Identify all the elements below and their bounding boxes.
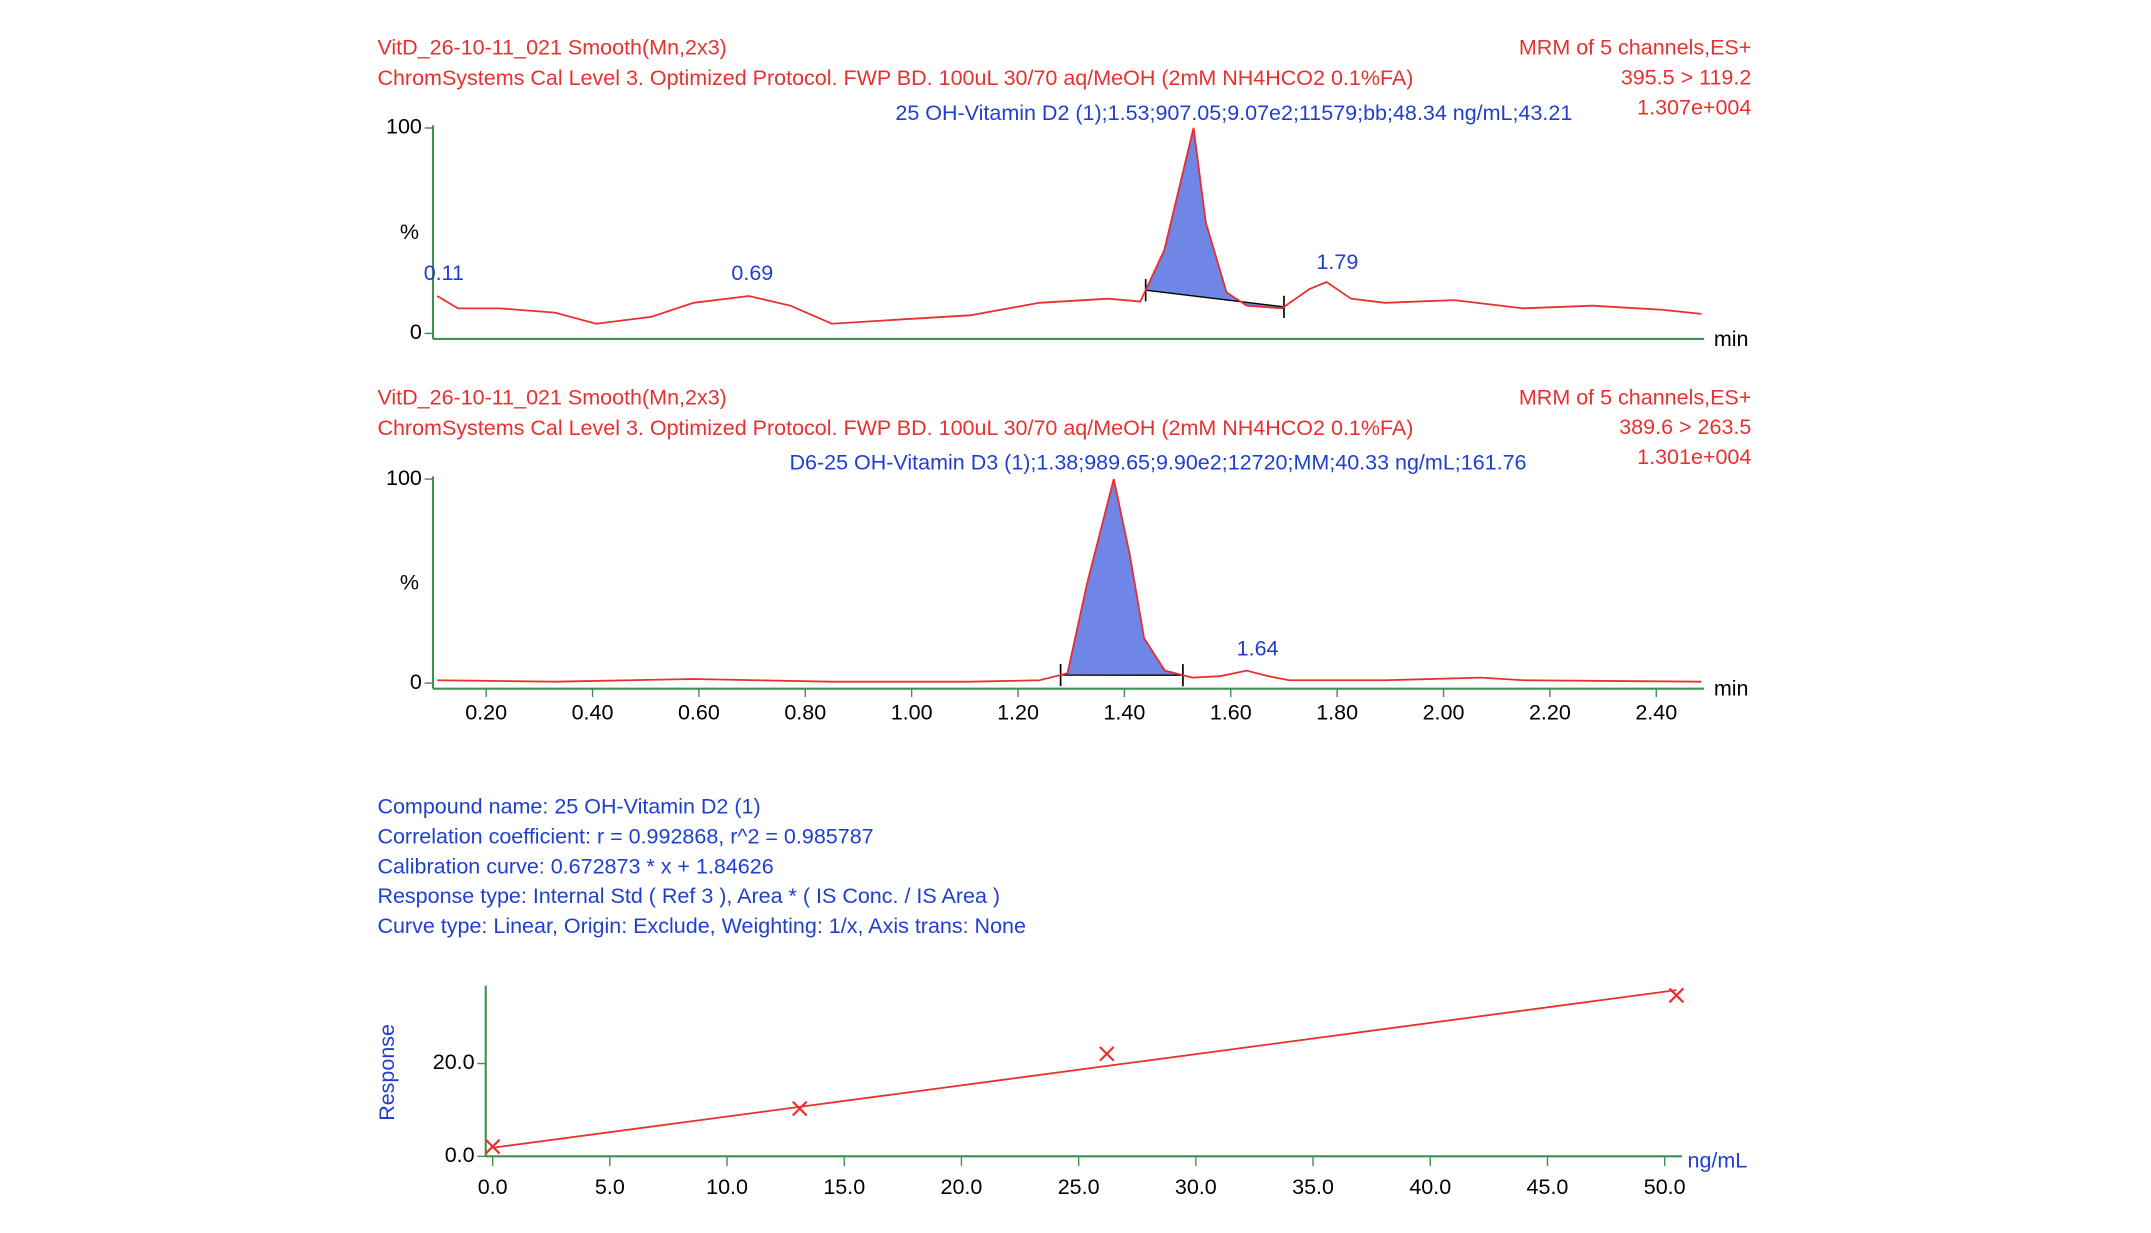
chart-title: VitD_26-10-11_021 Smooth(Mn,2x3)	[377, 36, 726, 60]
calibration-line	[492, 989, 1677, 1149]
peak-label: 0.11	[424, 261, 464, 285]
curve-info: Correlation coefficient: r = 0.992868, r…	[377, 825, 873, 849]
x-tick-label: 0.40	[572, 700, 614, 724]
curve-info: Calibration curve: 0.672873 * x + 1.8462…	[377, 854, 773, 878]
x-tick-label: 50.0	[1644, 1175, 1686, 1199]
x-tick-label: 45.0	[1527, 1175, 1569, 1199]
x-tick-label: 5.0	[595, 1175, 625, 1199]
peak-area	[1060, 478, 1184, 676]
x-tick-label: 35.0	[1292, 1175, 1334, 1199]
y-axis-label: Response	[375, 1024, 399, 1121]
x-tick-label: 2.00	[1423, 700, 1465, 724]
y-tick-label: 20.0	[433, 1050, 475, 1074]
calibration-point	[791, 1100, 808, 1117]
x-tick-label: 1.60	[1210, 700, 1252, 724]
trace	[436, 127, 1702, 325]
x-tick-label: 40.0	[1409, 1175, 1451, 1199]
x-tick-label: 20.0	[941, 1175, 983, 1199]
peak-label: 0.69	[731, 261, 773, 285]
chart-subtitle: ChromSystems Cal Level 3. Optimized Prot…	[377, 66, 1413, 90]
x-tick-label: 1.00	[891, 700, 933, 724]
curve-info: Response type: Internal Std ( Ref 3 ), A…	[377, 884, 1000, 908]
chart-title: VitD_26-10-11_021 Smooth(Mn,2x3)	[377, 385, 726, 409]
peak-area	[1144, 127, 1286, 310]
trace	[437, 478, 1702, 683]
curve-info: Curve type: Linear, Origin: Exclude, Wei…	[377, 914, 1026, 938]
x-tick-label: 2.40	[1635, 700, 1677, 724]
curve-info: Compound name: 25 OH-Vitamin D2 (1)	[377, 795, 760, 819]
x-tick-label: 1.40	[1103, 700, 1145, 724]
peak-label: 1.64	[1237, 637, 1279, 661]
x-tick-label: 10.0	[706, 1175, 748, 1199]
y-axis-label: %	[400, 571, 419, 595]
x-tick-label: 0.20	[465, 700, 507, 724]
chart-subtitle: ChromSystems Cal Level 3. Optimized Prot…	[377, 416, 1413, 440]
x-axis-label: min	[1714, 327, 1749, 351]
peak-label: 1.79	[1316, 250, 1358, 274]
x-tick-label: 1.80	[1316, 700, 1358, 724]
x-tick-label: 2.20	[1529, 700, 1571, 724]
y-tick-label: 0	[410, 670, 422, 694]
calibration-point	[1668, 987, 1685, 1004]
y-tick-label: 0	[410, 320, 422, 344]
x-tick-label: 1.20	[997, 700, 1039, 724]
y-tick-label: 0.0	[445, 1143, 475, 1167]
calibration-point	[484, 1138, 501, 1155]
channel-info: 395.5 > 119.2	[1621, 65, 1752, 89]
x-tick-label: 0.80	[784, 700, 826, 724]
y-axis-label: %	[400, 220, 419, 244]
x-tick-label: 15.0	[823, 1175, 865, 1199]
channel-info: MRM of 5 channels,ES+	[1519, 385, 1751, 409]
x-tick-label: 0.60	[678, 700, 720, 724]
peak-annotation: D6-25 OH-Vitamin D3 (1);1.38;989.65;9.90…	[789, 451, 1526, 475]
calibration-point	[1099, 1046, 1115, 1062]
x-axis-label: ng/mL	[1687, 1149, 1747, 1173]
x-tick-label: 25.0	[1058, 1175, 1100, 1199]
channel-info: 389.6 > 263.5	[1619, 415, 1751, 439]
x-axis-label: min	[1714, 677, 1749, 701]
y-tick-label: 100	[386, 115, 422, 139]
y-tick-label: 100	[386, 466, 422, 490]
x-tick-label: 30.0	[1175, 1175, 1217, 1199]
channel-info: 1.301e+004	[1637, 445, 1751, 469]
peak-annotation: 25 OH-Vitamin D2 (1);1.53;907.05;9.07e2;…	[895, 101, 1572, 125]
x-tick-label: 0.0	[478, 1175, 508, 1199]
channel-info: MRM of 5 channels,ES+	[1519, 36, 1751, 60]
channel-info: 1.307e+004	[1637, 95, 1751, 119]
